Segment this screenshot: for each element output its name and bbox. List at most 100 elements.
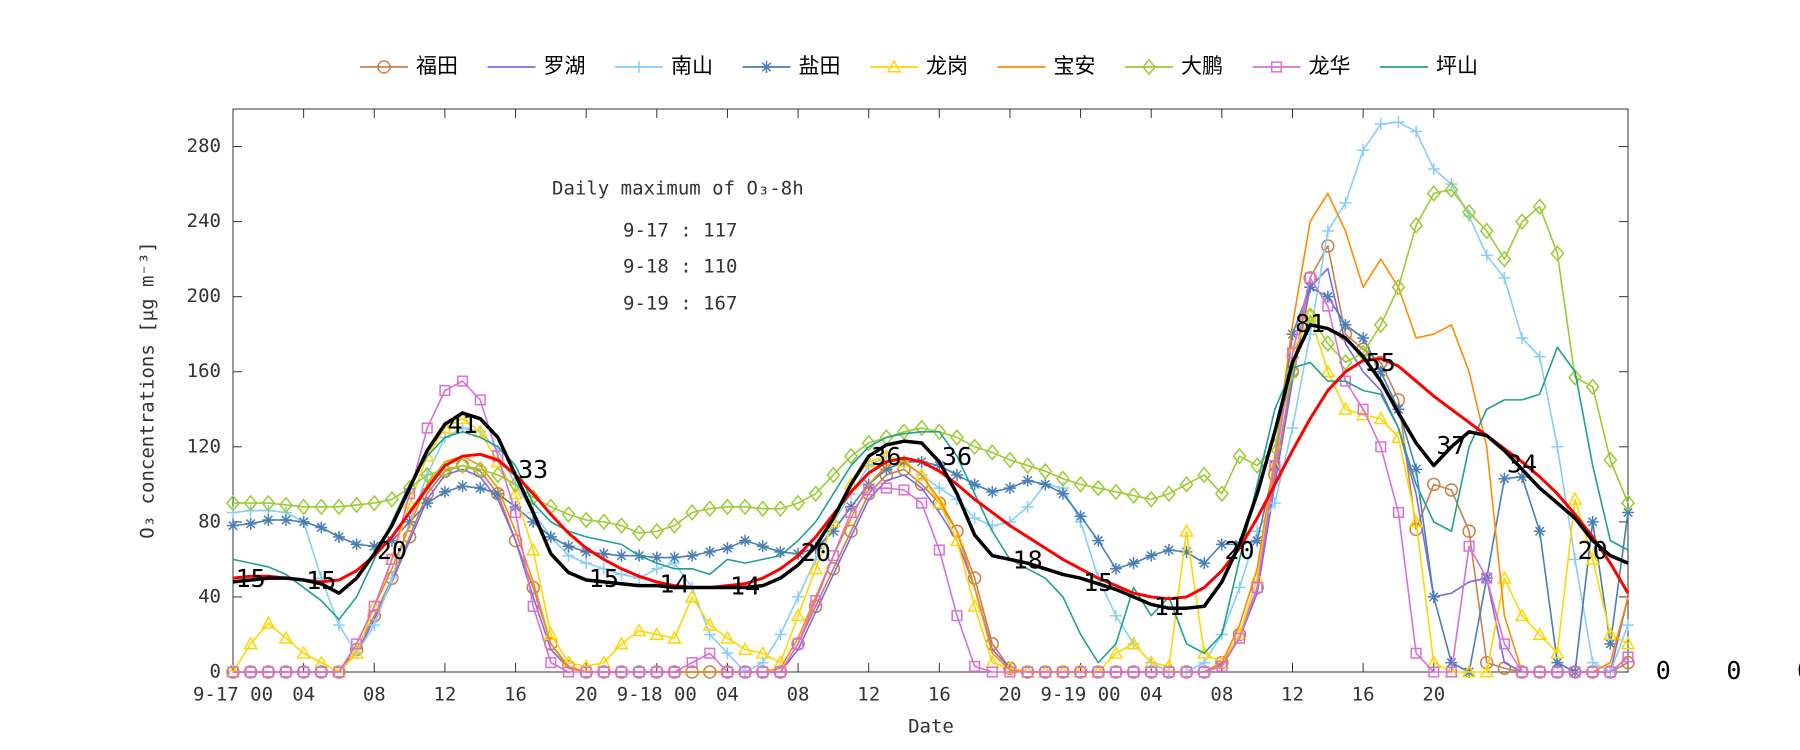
marker [1250,457,1265,474]
marker [1514,608,1530,622]
marker [1126,487,1141,504]
marker [384,490,399,508]
marker [1445,178,1458,191]
marker [457,375,469,387]
annotation: 15 [306,566,336,595]
marker [1163,666,1175,678]
marker [1410,647,1422,659]
marker [933,482,946,495]
marker [950,468,963,481]
marker [704,647,716,659]
marker [1498,472,1511,485]
marker [1021,500,1034,513]
marker [438,485,451,498]
marker [508,486,523,500]
marker [527,515,540,528]
marker [1515,213,1530,230]
marker [756,540,769,553]
y-tick-label: 0 [210,661,221,683]
y-tick-label: 280 [187,135,221,157]
marker [827,550,839,562]
x-tick-label: 16 [1352,684,1375,706]
marker [1321,224,1334,237]
marker [1532,626,1547,641]
marker [757,666,769,678]
marker [792,590,805,603]
marker [1551,666,1563,678]
marker [1214,485,1229,503]
y-tick-label: 80 [198,510,221,532]
marker [1622,651,1634,663]
y-tick-label: 240 [187,210,221,232]
x-tick-label: 20 [1422,684,1445,706]
marker [1074,510,1087,523]
marker [615,549,628,562]
marker [808,485,823,503]
marker [792,638,804,650]
marker [791,494,806,512]
marker [1302,307,1318,321]
annotation: 36 [871,442,901,471]
marker [1198,557,1211,570]
marker [1374,118,1387,131]
marker [1569,553,1582,566]
marker [1285,363,1300,381]
legend-label: 盐田 [799,54,841,78]
marker [245,666,257,678]
marker [967,438,982,456]
marker [774,545,787,558]
marker [631,623,647,637]
marker [296,498,311,516]
marker [278,630,294,644]
marker [455,457,470,474]
marker [278,496,293,514]
plot-frame [232,108,1629,673]
marker [1585,378,1600,396]
x-tick-label: 04 [1140,684,1163,706]
marker [261,615,276,629]
marker [968,512,981,525]
marker [349,496,364,514]
marker [262,513,275,526]
marker [455,411,470,425]
annotation: 14 [730,572,760,601]
marker [1002,451,1017,469]
annotation: 20 [377,536,407,565]
marker [227,666,239,678]
marker [1587,666,1599,678]
x-tick-label: 12 [857,684,880,706]
marker [1338,401,1353,415]
marker [1567,491,1583,505]
legend-label: 龙华 [1309,54,1351,78]
marker [667,630,682,644]
x-tick-label: 12 [1281,684,1304,706]
marker [739,666,751,678]
marker [1568,368,1583,386]
marker [227,519,239,532]
marker [1215,538,1228,551]
annotation: 14 [659,570,689,599]
note-line: 9-19 : 167 [623,293,737,315]
marker [1180,545,1193,558]
marker [1461,664,1477,678]
marker [1586,515,1599,528]
x-tick-label: 04 [292,684,315,706]
marker [1622,506,1634,519]
marker [933,459,946,472]
marker [1321,290,1334,303]
marker [773,500,788,518]
marker [668,551,681,564]
marker [1057,666,1069,678]
marker [544,530,557,543]
marker [331,498,346,516]
marker [1534,666,1546,678]
marker [1004,666,1016,678]
marker [1551,656,1564,669]
marker [1127,557,1140,570]
marker [580,666,592,678]
marker [1108,645,1124,659]
marker [262,666,274,678]
marker [898,484,910,496]
marker [314,498,329,516]
